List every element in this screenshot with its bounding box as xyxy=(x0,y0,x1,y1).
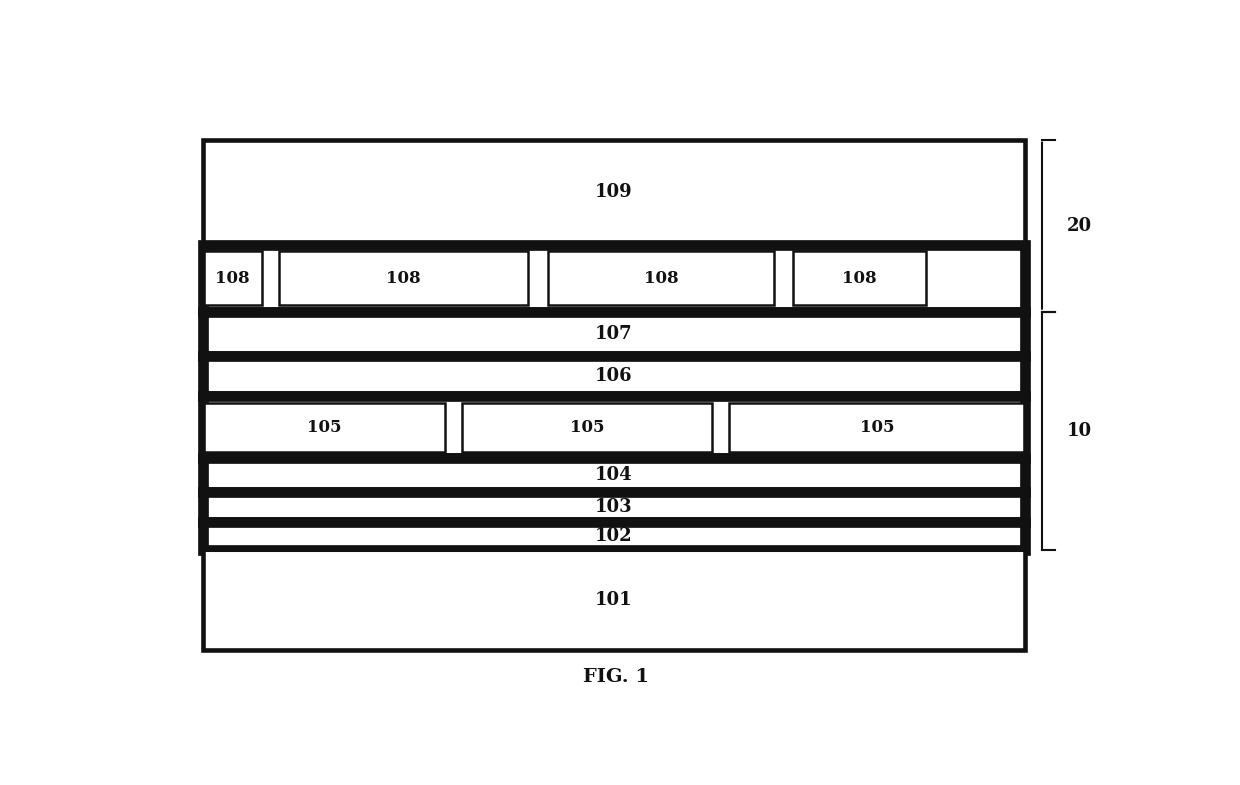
Text: 107: 107 xyxy=(595,325,632,342)
Bar xyxy=(203,251,262,305)
Bar xyxy=(203,356,1024,396)
Text: 108: 108 xyxy=(386,270,420,287)
Text: 108: 108 xyxy=(842,270,877,287)
Text: 104: 104 xyxy=(595,466,632,484)
Text: FIG. 1: FIG. 1 xyxy=(583,669,650,687)
Bar xyxy=(729,403,1024,451)
Bar xyxy=(203,458,1024,491)
Text: 20: 20 xyxy=(1066,217,1092,235)
Text: 105: 105 xyxy=(308,418,341,436)
Text: 102: 102 xyxy=(595,527,632,545)
Bar xyxy=(203,396,1024,458)
Text: 106: 106 xyxy=(595,367,632,385)
Text: 103: 103 xyxy=(595,498,632,516)
Text: 108: 108 xyxy=(644,270,678,287)
Bar xyxy=(203,491,1024,522)
Bar xyxy=(203,245,1024,312)
Bar xyxy=(203,245,1024,312)
Bar xyxy=(203,312,1024,356)
Bar xyxy=(203,458,1024,491)
Bar xyxy=(203,522,1024,550)
Text: 108: 108 xyxy=(216,270,250,287)
Bar xyxy=(203,312,1024,356)
Text: 105: 105 xyxy=(859,418,894,436)
Bar xyxy=(461,403,713,451)
Text: 109: 109 xyxy=(595,183,632,201)
Bar xyxy=(203,550,1024,650)
Bar xyxy=(203,140,1024,650)
Bar xyxy=(203,522,1024,550)
Text: 10: 10 xyxy=(1066,422,1092,440)
Bar xyxy=(279,251,527,305)
Bar xyxy=(203,396,1024,458)
Bar xyxy=(203,356,1024,396)
Bar xyxy=(794,251,926,305)
Bar xyxy=(203,140,1024,245)
Bar xyxy=(203,403,445,451)
Text: 105: 105 xyxy=(570,418,604,436)
Bar xyxy=(203,491,1024,522)
Text: 101: 101 xyxy=(595,591,632,609)
Bar xyxy=(548,251,774,305)
